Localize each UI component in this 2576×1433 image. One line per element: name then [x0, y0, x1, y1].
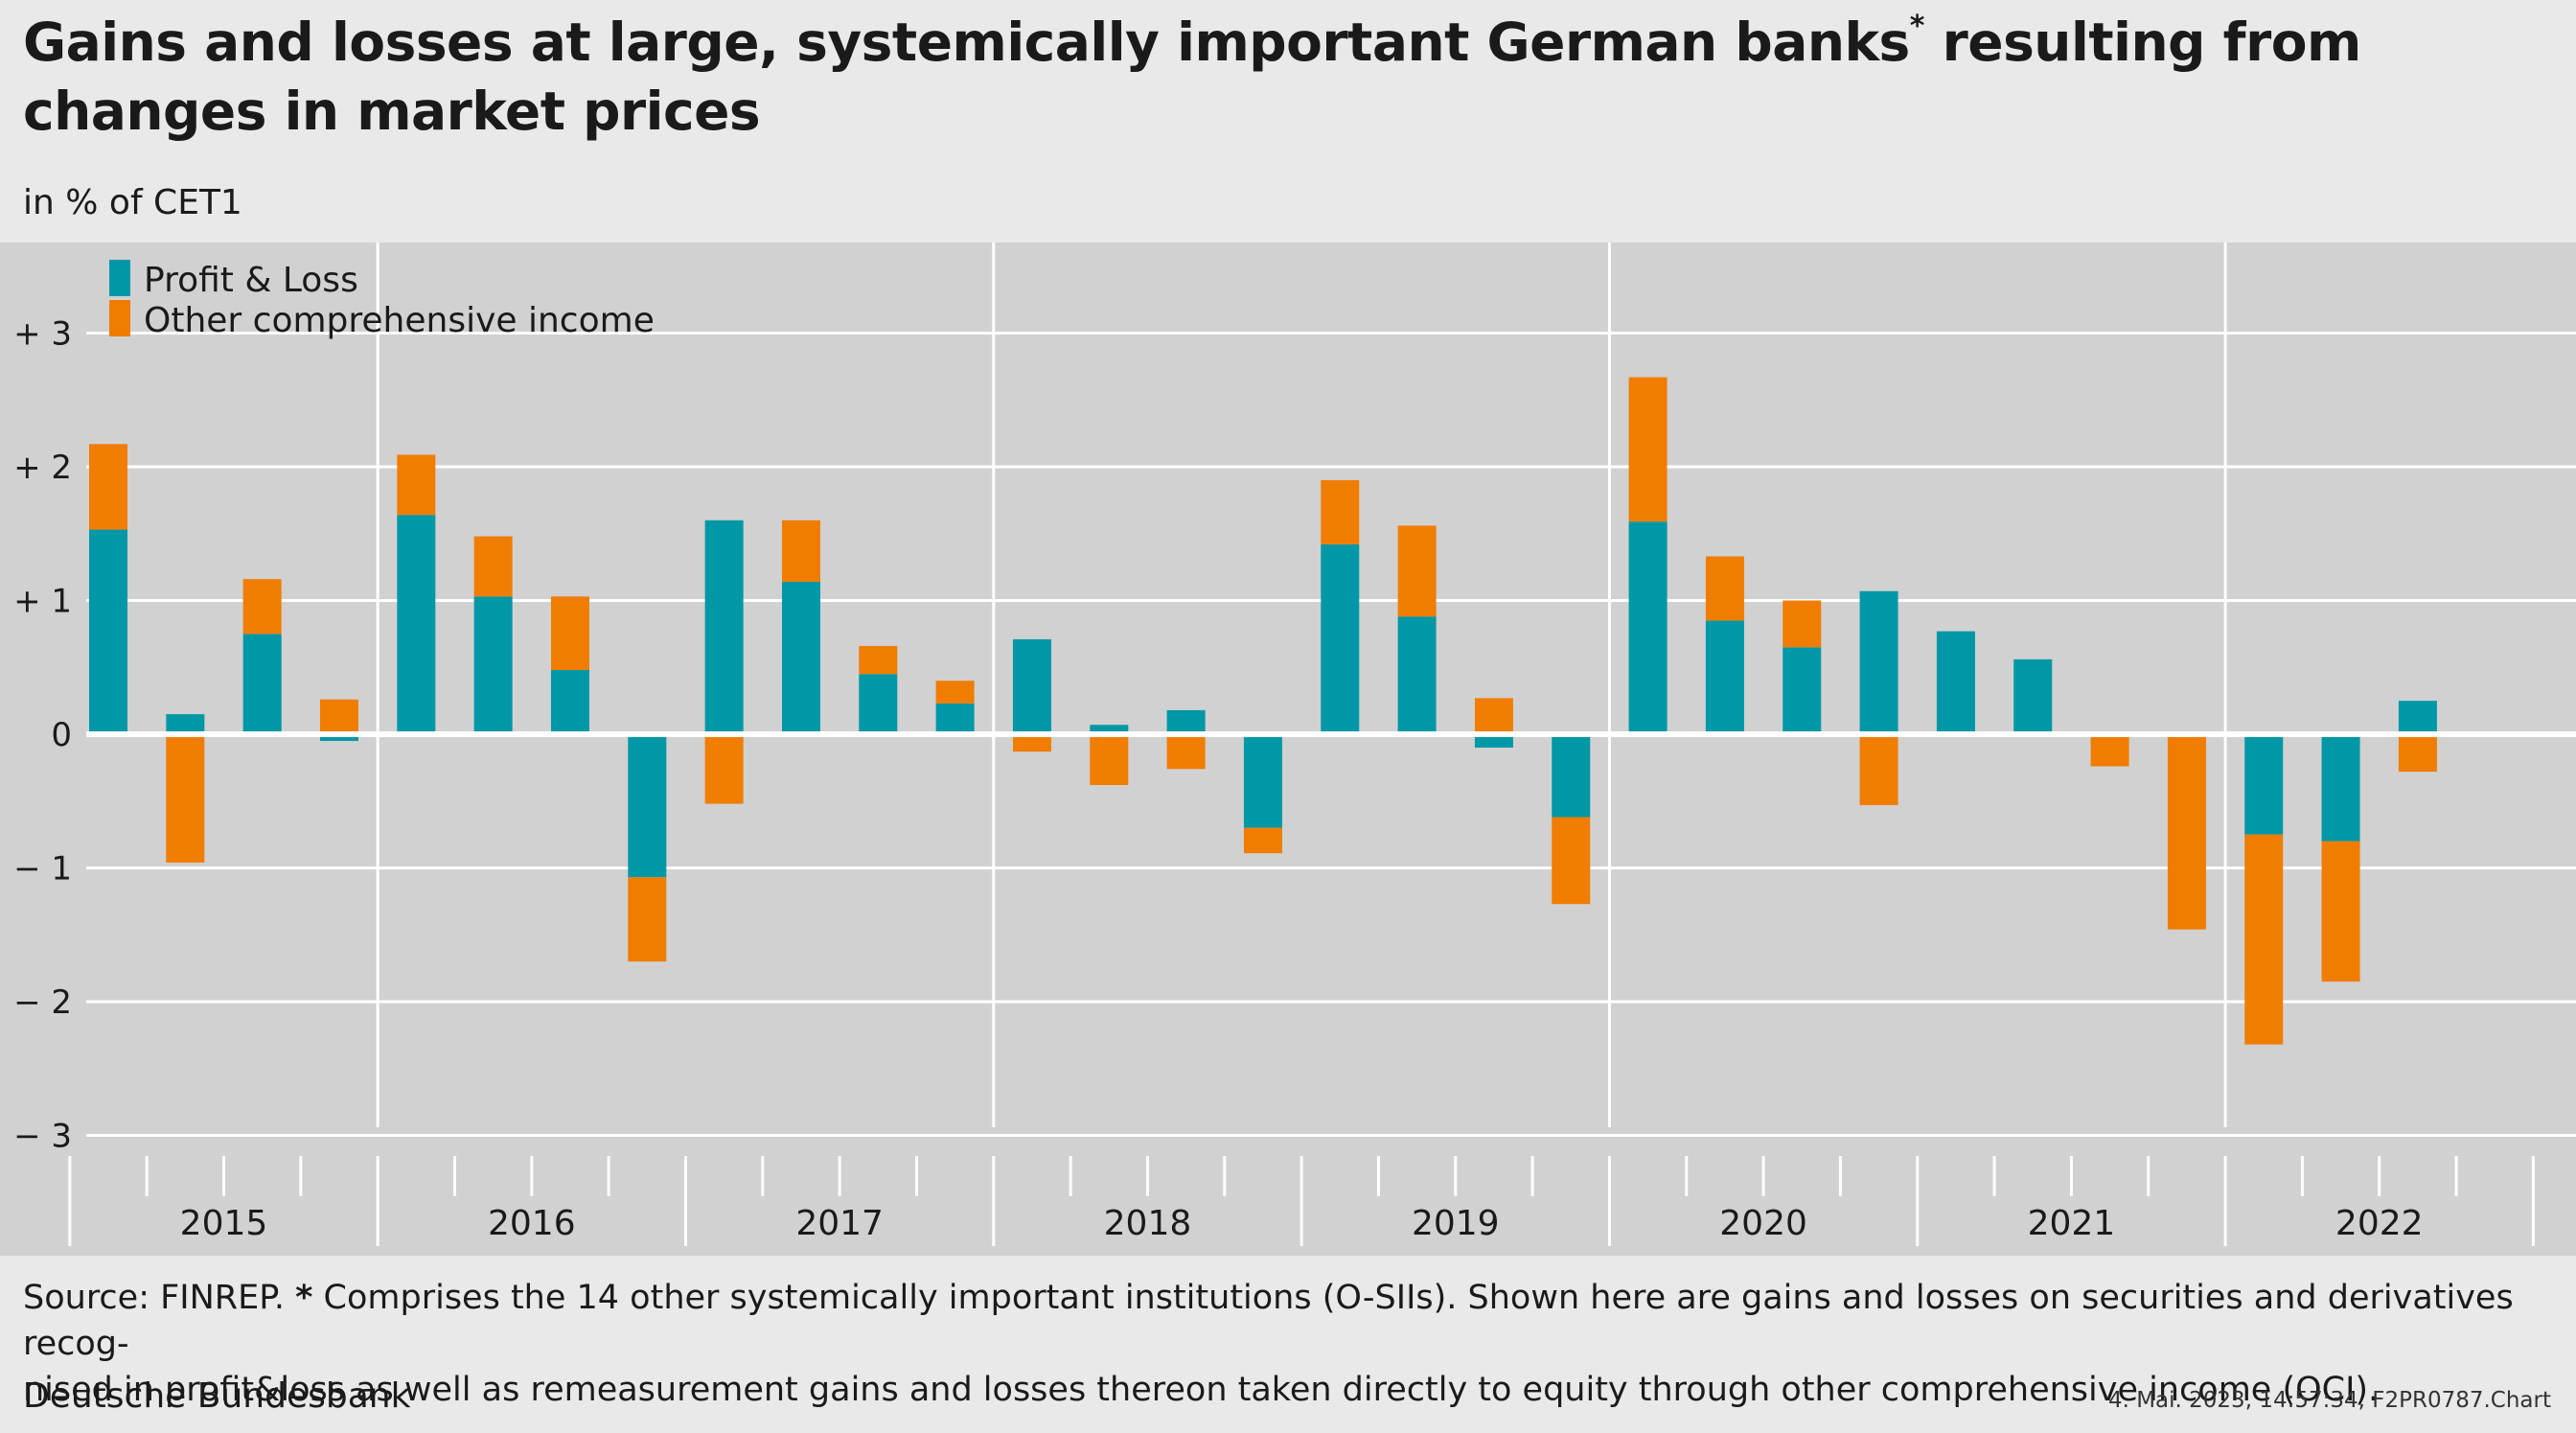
bar-profit-loss [1705, 620, 1744, 734]
bar-profit-loss [704, 520, 744, 734]
bar-profit-loss [397, 515, 436, 734]
y-tick-label: + 2 [13, 449, 72, 487]
bar-oci [319, 699, 358, 734]
source-note-marker: * [295, 1279, 313, 1317]
bar-oci [89, 444, 127, 530]
bar-oci [166, 734, 205, 863]
bar-profit-loss [1628, 521, 1668, 734]
bar-oci [859, 645, 898, 675]
bar-profit-loss [859, 674, 898, 734]
chart-title-text-end: resulting from changes in market prices [23, 12, 2361, 142]
source-note: Source: FINREP. * Comprises the 14 other… [23, 1275, 2553, 1413]
bar-oci [704, 734, 744, 804]
bar-oci [2244, 834, 2284, 1045]
bar-oci [1552, 817, 1591, 905]
bar-profit-loss [89, 529, 127, 734]
bar-oci [2321, 841, 2360, 982]
bar-profit-loss [473, 596, 513, 734]
timestamp: 4. Mai. 2023, 14:57:34, F2PR0787.Chart [2107, 1388, 2551, 1413]
bar-oci [1090, 734, 1129, 786]
bar-oci [1397, 525, 1437, 617]
x-tick-label-2015: 2015 [180, 1204, 268, 1243]
y-tick-label: − 2 [13, 983, 72, 1022]
legend-swatch-oci [109, 300, 130, 336]
bar-oci [1859, 734, 1898, 805]
bar-oci [1628, 377, 1668, 522]
bar-profit-loss [550, 670, 589, 734]
chart-title: Gains and losses at large, systemically … [23, 8, 2534, 146]
x-axis: 2015 2016 2017 2018 2019 2020 2021 2022 [68, 1156, 2535, 1246]
x-tick-label-2020: 2020 [1719, 1204, 1807, 1243]
bar-profit-loss [1474, 734, 1513, 748]
bar-oci [1474, 698, 1513, 734]
bar-profit-loss [1012, 638, 1051, 734]
bar-profit-loss [2244, 734, 2284, 835]
x-tick-label-2022: 2022 [2335, 1204, 2424, 1243]
bar-profit-loss [935, 703, 975, 734]
source-note-line2: nised in profit&loss as well as remeasur… [23, 1371, 2380, 1409]
bar-profit-loss [1243, 734, 1282, 828]
bar-oci [1321, 479, 1360, 544]
bar-oci [781, 520, 820, 582]
x-tick-label-2016: 2016 [488, 1204, 576, 1243]
y-tick-label: + 1 [13, 583, 72, 621]
bar-oci [1705, 556, 1744, 621]
x-tick-label-2018: 2018 [1104, 1204, 1192, 1243]
bar-profit-loss [1321, 543, 1360, 734]
bar-oci [473, 536, 513, 597]
bar-profit-loss [1166, 709, 1206, 734]
bar-oci [2398, 734, 2437, 773]
bar-chart: + 3 + 2 + 1 0 − 1 − 2 − 3 2015 2016 2017 2018 2019… [13, 243, 2576, 1246]
source-note-lead: Source: FINREP. [23, 1279, 296, 1317]
y-tick-label: + 3 [13, 315, 72, 354]
chart-title-text: Gains and losses at large, systemically … [23, 12, 1910, 73]
bar-oci [550, 596, 589, 671]
bar-profit-loss [781, 581, 820, 734]
bar-profit-loss [166, 714, 205, 734]
bar-profit-loss [1859, 590, 1898, 734]
bar-profit-loss [242, 634, 282, 734]
y-tick-label: − 1 [13, 850, 72, 889]
plot-panel: + 3 + 2 + 1 0 − 1 − 2 − 3 2015 2016 2017 2018 2019… [0, 243, 2576, 1256]
publisher-name: Deutsche Bundesbank [23, 1376, 411, 1416]
x-tick-label-2017: 2017 [795, 1204, 884, 1243]
y-tick-label: 0 [51, 716, 72, 754]
bar-profit-loss [1782, 647, 1822, 734]
bar-profit-loss [1397, 616, 1437, 734]
bar-profit-loss [628, 734, 667, 878]
bar-oci [242, 579, 282, 635]
y-tick-label: − 3 [13, 1118, 72, 1156]
bar-profit-loss [2321, 734, 2360, 842]
bar-oci [628, 877, 667, 962]
bar-profit-loss [1936, 631, 1975, 734]
legend-label-profit-loss: Profit & Loss [144, 261, 358, 300]
title-footnote-marker: * [1909, 10, 1925, 43]
bar-oci [397, 454, 436, 516]
bar-oci [2167, 734, 2206, 930]
bar-profit-loss [2398, 701, 2437, 734]
bar-oci [1782, 600, 1822, 648]
x-tick-label-2019: 2019 [1412, 1204, 1500, 1243]
bar-profit-loss [2013, 659, 2053, 734]
legend: Profit & Loss Other comprehensive income [109, 260, 655, 340]
year-separators [376, 243, 2227, 1127]
bar-oci [1243, 827, 1282, 854]
legend-swatch-profit-loss [109, 260, 130, 296]
y-tick-labels: + 3 + 2 + 1 0 − 1 − 2 − 3 [13, 315, 72, 1156]
bar-profit-loss [1090, 725, 1129, 734]
bar-oci [1012, 734, 1051, 752]
source-note-line1: Comprises the 14 other systemically impo… [23, 1279, 2514, 1363]
x-tick-label-2021: 2021 [2028, 1204, 2116, 1243]
bar-oci [2090, 734, 2129, 767]
legend-label-oci: Other comprehensive income [144, 301, 655, 340]
bar-oci [1166, 734, 1206, 770]
bar-oci [935, 681, 975, 704]
bar-profit-loss [319, 734, 358, 741]
bar-profit-loss [1552, 734, 1591, 818]
chart-subtitle: in % of CET1 [23, 183, 242, 222]
bars [89, 377, 2437, 1045]
